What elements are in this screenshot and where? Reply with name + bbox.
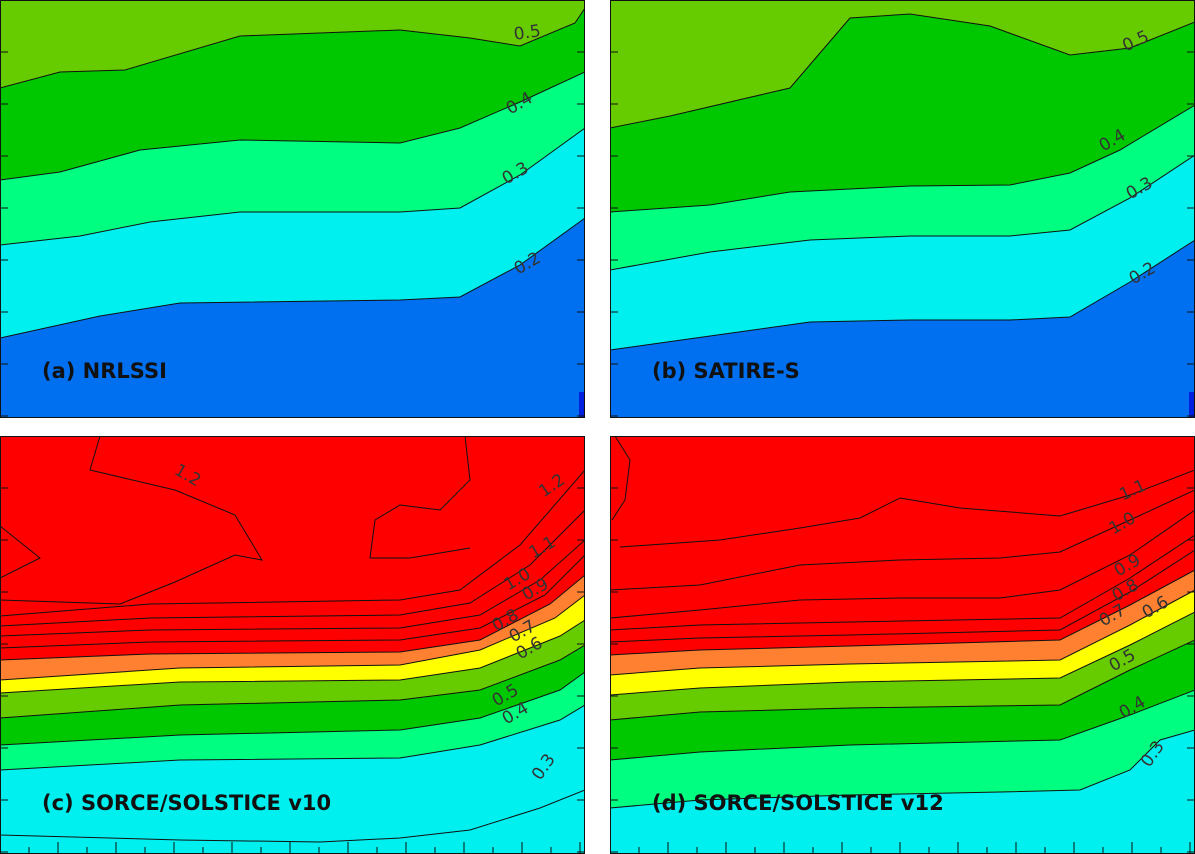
contour-band — [610, 0, 1195, 128]
panel-a: 0.50.40.30.2(a) NRLSSI — [0, 0, 585, 418]
contour-line — [610, 689, 1195, 761]
contour-band — [0, 436, 585, 616]
panel-title: (b) SATIRE-S — [652, 359, 800, 383]
contour-line — [0, 574, 585, 661]
contour-line — [619, 469, 1195, 548]
contour-line — [610, 639, 1195, 721]
contour-line-loop — [0, 436, 263, 605]
contour-line — [610, 239, 1195, 351]
contour-line — [610, 509, 1195, 619]
min-region — [1189, 392, 1195, 418]
contour-band — [610, 436, 1195, 547]
contour-line — [610, 489, 1195, 591]
contour-line — [610, 13, 1195, 129]
panel-title: (a) NRLSSI — [42, 359, 167, 383]
contour-line — [0, 619, 585, 694]
contour-line — [0, 594, 585, 681]
contour-line — [610, 589, 1195, 676]
contour-line — [610, 611, 1195, 696]
contour-label: 0.5 — [513, 21, 543, 45]
panel-c: 1.2 1.21.11.00.90.80.70.60.50.40.3(c) SOR… — [0, 436, 585, 854]
contour-line — [0, 127, 585, 246]
contour-line — [610, 549, 1195, 643]
contour-line — [0, 7, 585, 89]
contour-line — [0, 509, 585, 627]
contour-line — [0, 469, 585, 617]
contour-line-loop — [369, 436, 471, 559]
contour-line — [610, 154, 1195, 271]
contour-line — [0, 789, 585, 843]
contour-line — [610, 569, 1195, 656]
contour-line — [0, 644, 585, 719]
contour-band — [0, 0, 585, 88]
contour-line — [0, 217, 585, 339]
contour-line — [610, 729, 1195, 809]
contour-line-loop — [611, 436, 631, 521]
panel-frame — [0, 0, 585, 418]
contour-line — [0, 704, 585, 771]
contour-line — [610, 104, 1195, 213]
contour-line — [0, 671, 585, 746]
min-region — [579, 392, 585, 418]
panel-b: 0.50.40.30.2(b) SATIRE-S — [610, 0, 1195, 418]
panel-title: (d) SORCE/SOLSTICE v12 — [652, 791, 944, 815]
contour-line — [0, 554, 585, 649]
panel-d: 1.11.00.90.80.7 0.60.50.40.3(d) SORCE/SOL… — [610, 436, 1195, 854]
contour-line — [610, 534, 1195, 631]
panel-title: (c) SORCE/SOLSTICE v10 — [42, 791, 331, 815]
contour-line-loop — [0, 525, 41, 579]
contour-line — [0, 71, 585, 181]
contour-line — [0, 539, 585, 637]
